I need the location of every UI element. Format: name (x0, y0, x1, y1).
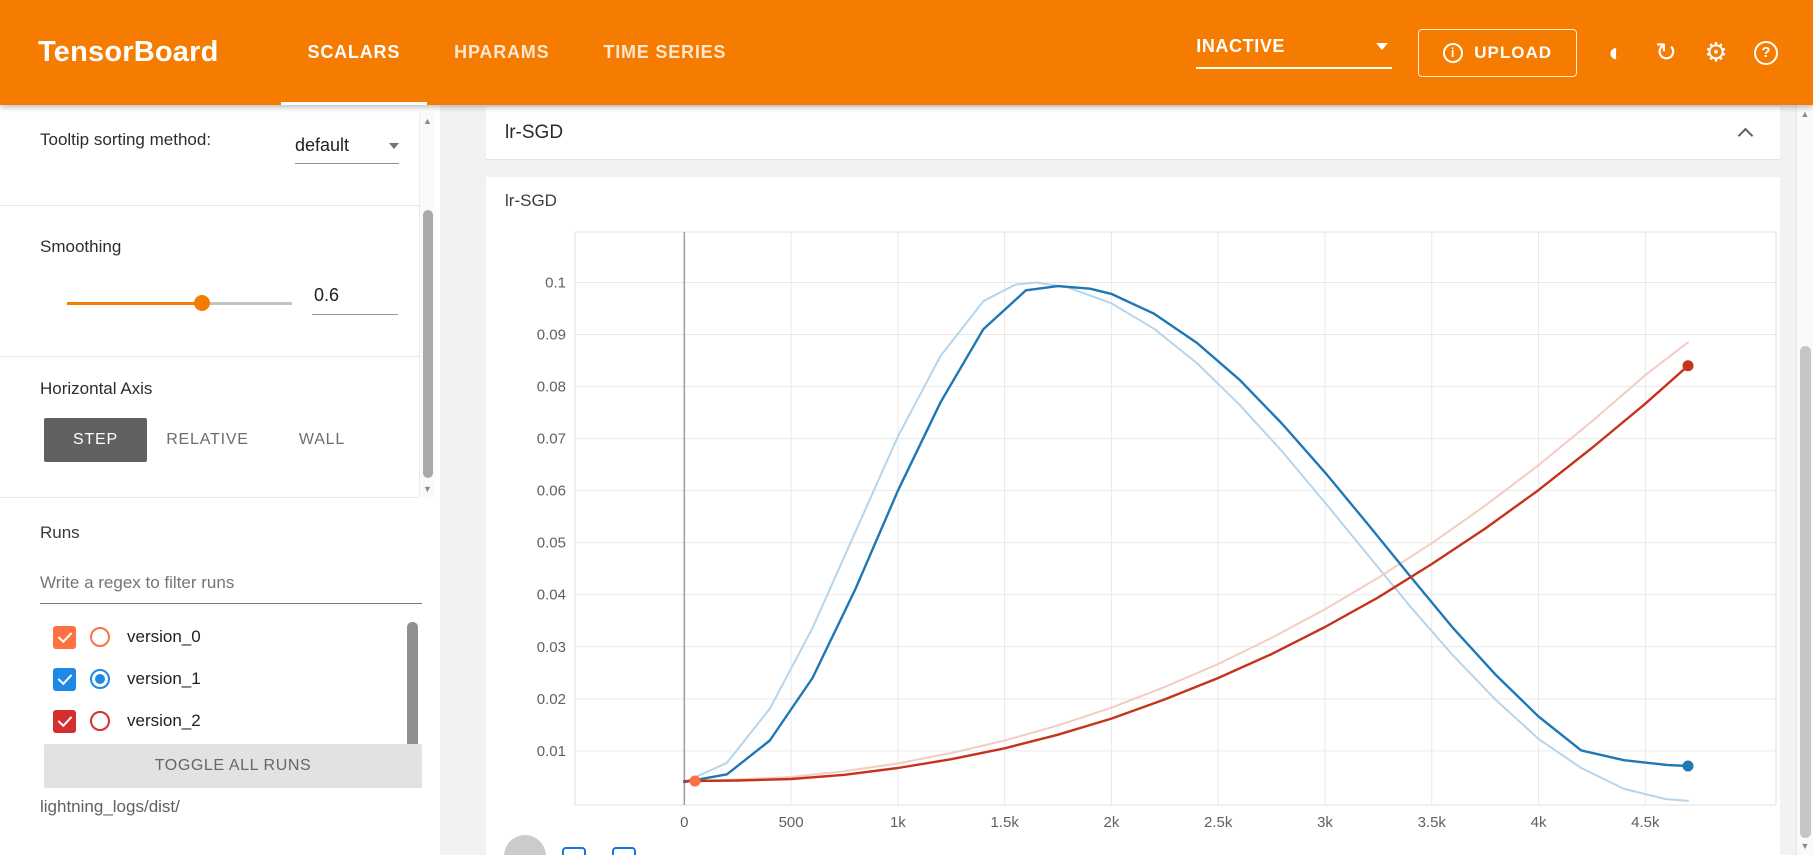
scroll-down-arrow-icon[interactable]: ▼ (423, 484, 432, 494)
tooltip-sorting-label: Tooltip sorting method: (40, 130, 212, 149)
tab-time-series[interactable]: TIME SERIES (603, 42, 727, 62)
caret-down-icon (389, 142, 399, 149)
help-glyph: ? (1754, 40, 1778, 65)
svg-text:2k: 2k (1104, 814, 1120, 831)
svg-text:0.03: 0.03 (537, 639, 566, 656)
tooltip-sorting-select[interactable]: default (295, 135, 399, 164)
refresh-glyph: ↻ (1655, 37, 1677, 67)
help-icon[interactable]: ? (1741, 28, 1791, 78)
theme-toggle-glyph: ◐ (1608, 37, 1624, 67)
smoothing-label: Smoothing (40, 237, 122, 256)
run-radio[interactable] (90, 627, 110, 647)
svg-text:0.1: 0.1 (545, 274, 566, 291)
scroll-up-arrow-icon[interactable]: ▲ (1800, 109, 1810, 119)
card-action-square-icon[interactable] (562, 847, 586, 855)
scalar-chart-card: lr-SGD 0 500 1k 1.5k 2k 2.5k 3k 3.5k 4k 4.5k 0.01 0… (486, 177, 1780, 855)
divider (0, 205, 419, 206)
scroll-up-arrow-icon[interactable]: ▲ (423, 116, 432, 126)
run-row-version-1[interactable]: version_1 (0, 658, 422, 700)
settings-glyph: ⚙ (1704, 37, 1728, 67)
tooltip-sorting-value: default (295, 135, 350, 155)
sidebar-scrollbar[interactable]: ▲ ▼ (419, 113, 435, 497)
svg-text:0: 0 (680, 814, 688, 831)
svg-text:0.07: 0.07 (537, 431, 566, 448)
svg-text:3k: 3k (1317, 814, 1333, 831)
svg-text:0.02: 0.02 (537, 691, 566, 708)
svg-text:0.08: 0.08 (537, 379, 566, 396)
run-row-version-2[interactable]: version_2 (0, 700, 422, 742)
svg-text:2.5k: 2.5k (1204, 814, 1233, 831)
run-checkbox[interactable] (53, 709, 76, 733)
smoothing-slider[interactable] (67, 295, 292, 311)
svg-text:0.05: 0.05 (537, 535, 566, 552)
upload-label: UPLOAD (1474, 42, 1552, 62)
settings-sidebar: Tooltip sorting method: default Smoothin… (0, 105, 440, 855)
run-row-version-0[interactable]: version_0 (0, 616, 422, 658)
horizontal-axis-label: Horizontal Axis (40, 379, 153, 398)
tab-hparams[interactable]: HPARAMS (454, 42, 550, 62)
svg-text:4k: 4k (1531, 814, 1547, 831)
runs-section-label: Runs (40, 523, 80, 542)
svg-text:1.5k: 1.5k (990, 814, 1019, 831)
runs-filter-input[interactable] (40, 567, 422, 604)
log-directory-label: lightning_logs/dist/ (40, 797, 180, 816)
app-logo: TensorBoard (38, 36, 219, 68)
run-list-scrollbar-thumb[interactable] (407, 622, 418, 750)
theme-toggle-icon[interactable]: ◐ (1591, 28, 1641, 78)
scroll-down-arrow-icon[interactable]: ▼ (1800, 841, 1810, 851)
upload-button[interactable]: i UPLOAD (1418, 28, 1577, 77)
run-list: version_0 version_1 version_2 (0, 616, 422, 742)
axis-relative-button[interactable]: RELATIVE (147, 418, 268, 462)
run-name: version_1 (127, 669, 201, 688)
status-dropdown-value: INACTIVE (1196, 36, 1286, 56)
svg-text:4.5k: 4.5k (1631, 814, 1660, 831)
tab-bar: SCALARS HPARAMS TIME SERIES (281, 0, 754, 105)
page-scrollbar-thumb[interactable] (1800, 346, 1811, 838)
horizontal-axis-button-group: STEP RELATIVE WALL (44, 418, 376, 462)
run-radio[interactable] (90, 711, 110, 731)
tab-scalars[interactable]: SCALARS (281, 0, 428, 105)
smoothing-value-input[interactable] (312, 281, 398, 315)
run-name: version_2 (127, 711, 201, 730)
info-icon: i (1443, 42, 1464, 63)
settings-gear-icon[interactable]: ⚙ (1691, 28, 1741, 78)
divider (0, 356, 419, 357)
scalar-group-header[interactable]: lr-SGD (486, 107, 1780, 160)
scalar-group-title: lr-SGD (505, 122, 564, 143)
smoothing-slider-knob[interactable] (194, 295, 210, 311)
svg-text:1k: 1k (890, 814, 906, 831)
svg-text:0.09: 0.09 (537, 327, 566, 344)
divider (0, 497, 419, 498)
page-scrollbar[interactable]: ▲ ▼ (1796, 105, 1813, 855)
run-radio[interactable] (90, 669, 110, 689)
app-header: TensorBoard SCALARS HPARAMS TIME SERIES … (0, 0, 1813, 105)
axis-wall-button[interactable]: WALL (268, 418, 376, 462)
run-name: version_0 (127, 627, 201, 646)
header-icon-group: ◐ ↻ ⚙ ? (1591, 28, 1791, 78)
run-checkbox[interactable] (53, 625, 76, 649)
sidebar-scrollbar-thumb[interactable] (423, 210, 433, 478)
svg-text:0.01: 0.01 (537, 743, 566, 760)
card-action-square-icon[interactable] (612, 847, 636, 855)
refresh-icon[interactable]: ↻ (1641, 28, 1691, 78)
smoothing-slider-fill (67, 302, 202, 305)
scalar-chart-svg[interactable]: 0 500 1k 1.5k 2k 2.5k 3k 3.5k 4k 4.5k 0.01 0.02 0.03… (486, 177, 1780, 855)
svg-text:0.04: 0.04 (537, 587, 566, 604)
svg-text:500: 500 (779, 814, 804, 831)
svg-text:0.06: 0.06 (537, 483, 566, 500)
header-right-group: INACTIVE i UPLOAD ◐ ↻ ⚙ ? (1196, 0, 1791, 105)
caret-down-icon (1376, 43, 1389, 50)
svg-text:3.5k: 3.5k (1418, 814, 1447, 831)
run-checkbox[interactable] (53, 667, 76, 691)
card-action-circle-icon[interactable] (504, 835, 546, 855)
data-status-dropdown[interactable]: INACTIVE (1196, 36, 1393, 69)
chevron-up-icon[interactable] (1738, 126, 1754, 140)
toggle-all-runs-button[interactable]: TOGGLE ALL RUNS (44, 744, 422, 788)
chart-title: lr-SGD (505, 191, 557, 210)
axis-step-button[interactable]: STEP (44, 418, 147, 462)
